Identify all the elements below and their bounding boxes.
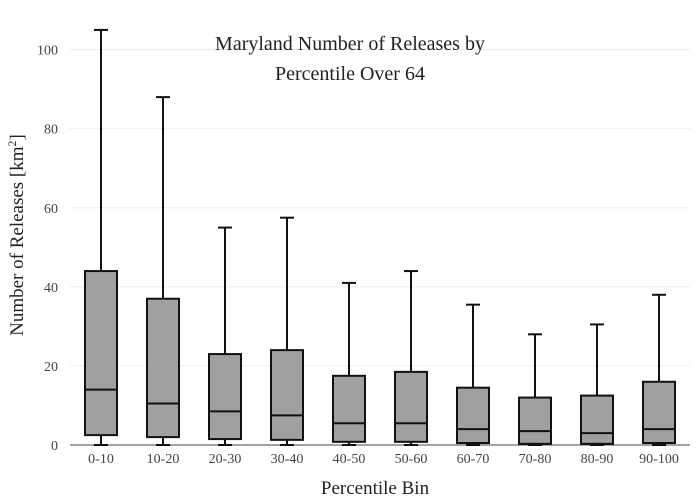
box-iqr — [270, 349, 304, 441]
y-tick-label: 20 — [44, 360, 58, 375]
y-tick-label: 80 — [44, 123, 58, 138]
box-0-10 — [84, 28, 118, 446]
box-iqr — [84, 270, 118, 437]
chart-title-line-2: Percentile Over 64 — [275, 63, 425, 85]
y-axis-title: Number of Releases [km2] — [5, 134, 28, 336]
chart-title-line-1: Maryland Number of Releases by — [215, 33, 485, 55]
y-axis-title-main: Number of Releases [km — [7, 146, 28, 336]
box-iqr — [518, 396, 552, 445]
box-80-90 — [580, 323, 614, 446]
box-60-70 — [456, 303, 490, 446]
box-iqr — [394, 370, 428, 443]
x-tick-label: 60-70 — [457, 452, 490, 467]
box-50-60 — [394, 270, 428, 446]
x-tick-label: 70-80 — [519, 452, 552, 467]
y-tick-label: 100 — [37, 44, 58, 59]
x-tick-label: 50-60 — [395, 452, 428, 467]
x-axis-ticks: 0-10 10-20 20-30 30-40 40-50 50-60 60-70 70-80 8… — [88, 452, 679, 467]
box-70-80 — [518, 333, 552, 446]
box-iqr — [146, 297, 180, 439]
x-tick-label: 10-20 — [147, 452, 180, 467]
box-30-40 — [270, 216, 304, 446]
box-iqr — [642, 380, 676, 445]
box-90-100 — [642, 293, 676, 446]
x-tick-label: 80-90 — [581, 452, 614, 467]
y-tick-label: 60 — [44, 202, 58, 217]
x-tick-label: 0-10 — [88, 452, 114, 467]
box-iqr — [580, 394, 614, 445]
x-tick-label: 40-50 — [333, 452, 366, 467]
boxes — [84, 28, 676, 446]
y-axis-title-end: ] — [7, 134, 28, 140]
y-tick-label: 0 — [51, 439, 58, 454]
y-axis-ticks: 0 20 40 60 80 100 — [37, 44, 58, 454]
x-tick-label: 90-100 — [639, 452, 679, 467]
x-tick-label: 30-40 — [271, 452, 304, 467]
box-iqr — [208, 353, 242, 441]
box-10-20 — [146, 96, 180, 446]
gridlines — [70, 49, 690, 367]
box-20-30 — [208, 226, 242, 446]
box-iqr — [332, 374, 366, 443]
y-axis-title-superscript: 2 — [5, 140, 19, 146]
box-iqr — [456, 386, 490, 445]
x-tick-label: 20-30 — [209, 452, 242, 467]
box-40-50 — [332, 281, 366, 446]
y-tick-label: 40 — [44, 281, 58, 296]
x-axis-title: Percentile Bin — [321, 478, 430, 499]
